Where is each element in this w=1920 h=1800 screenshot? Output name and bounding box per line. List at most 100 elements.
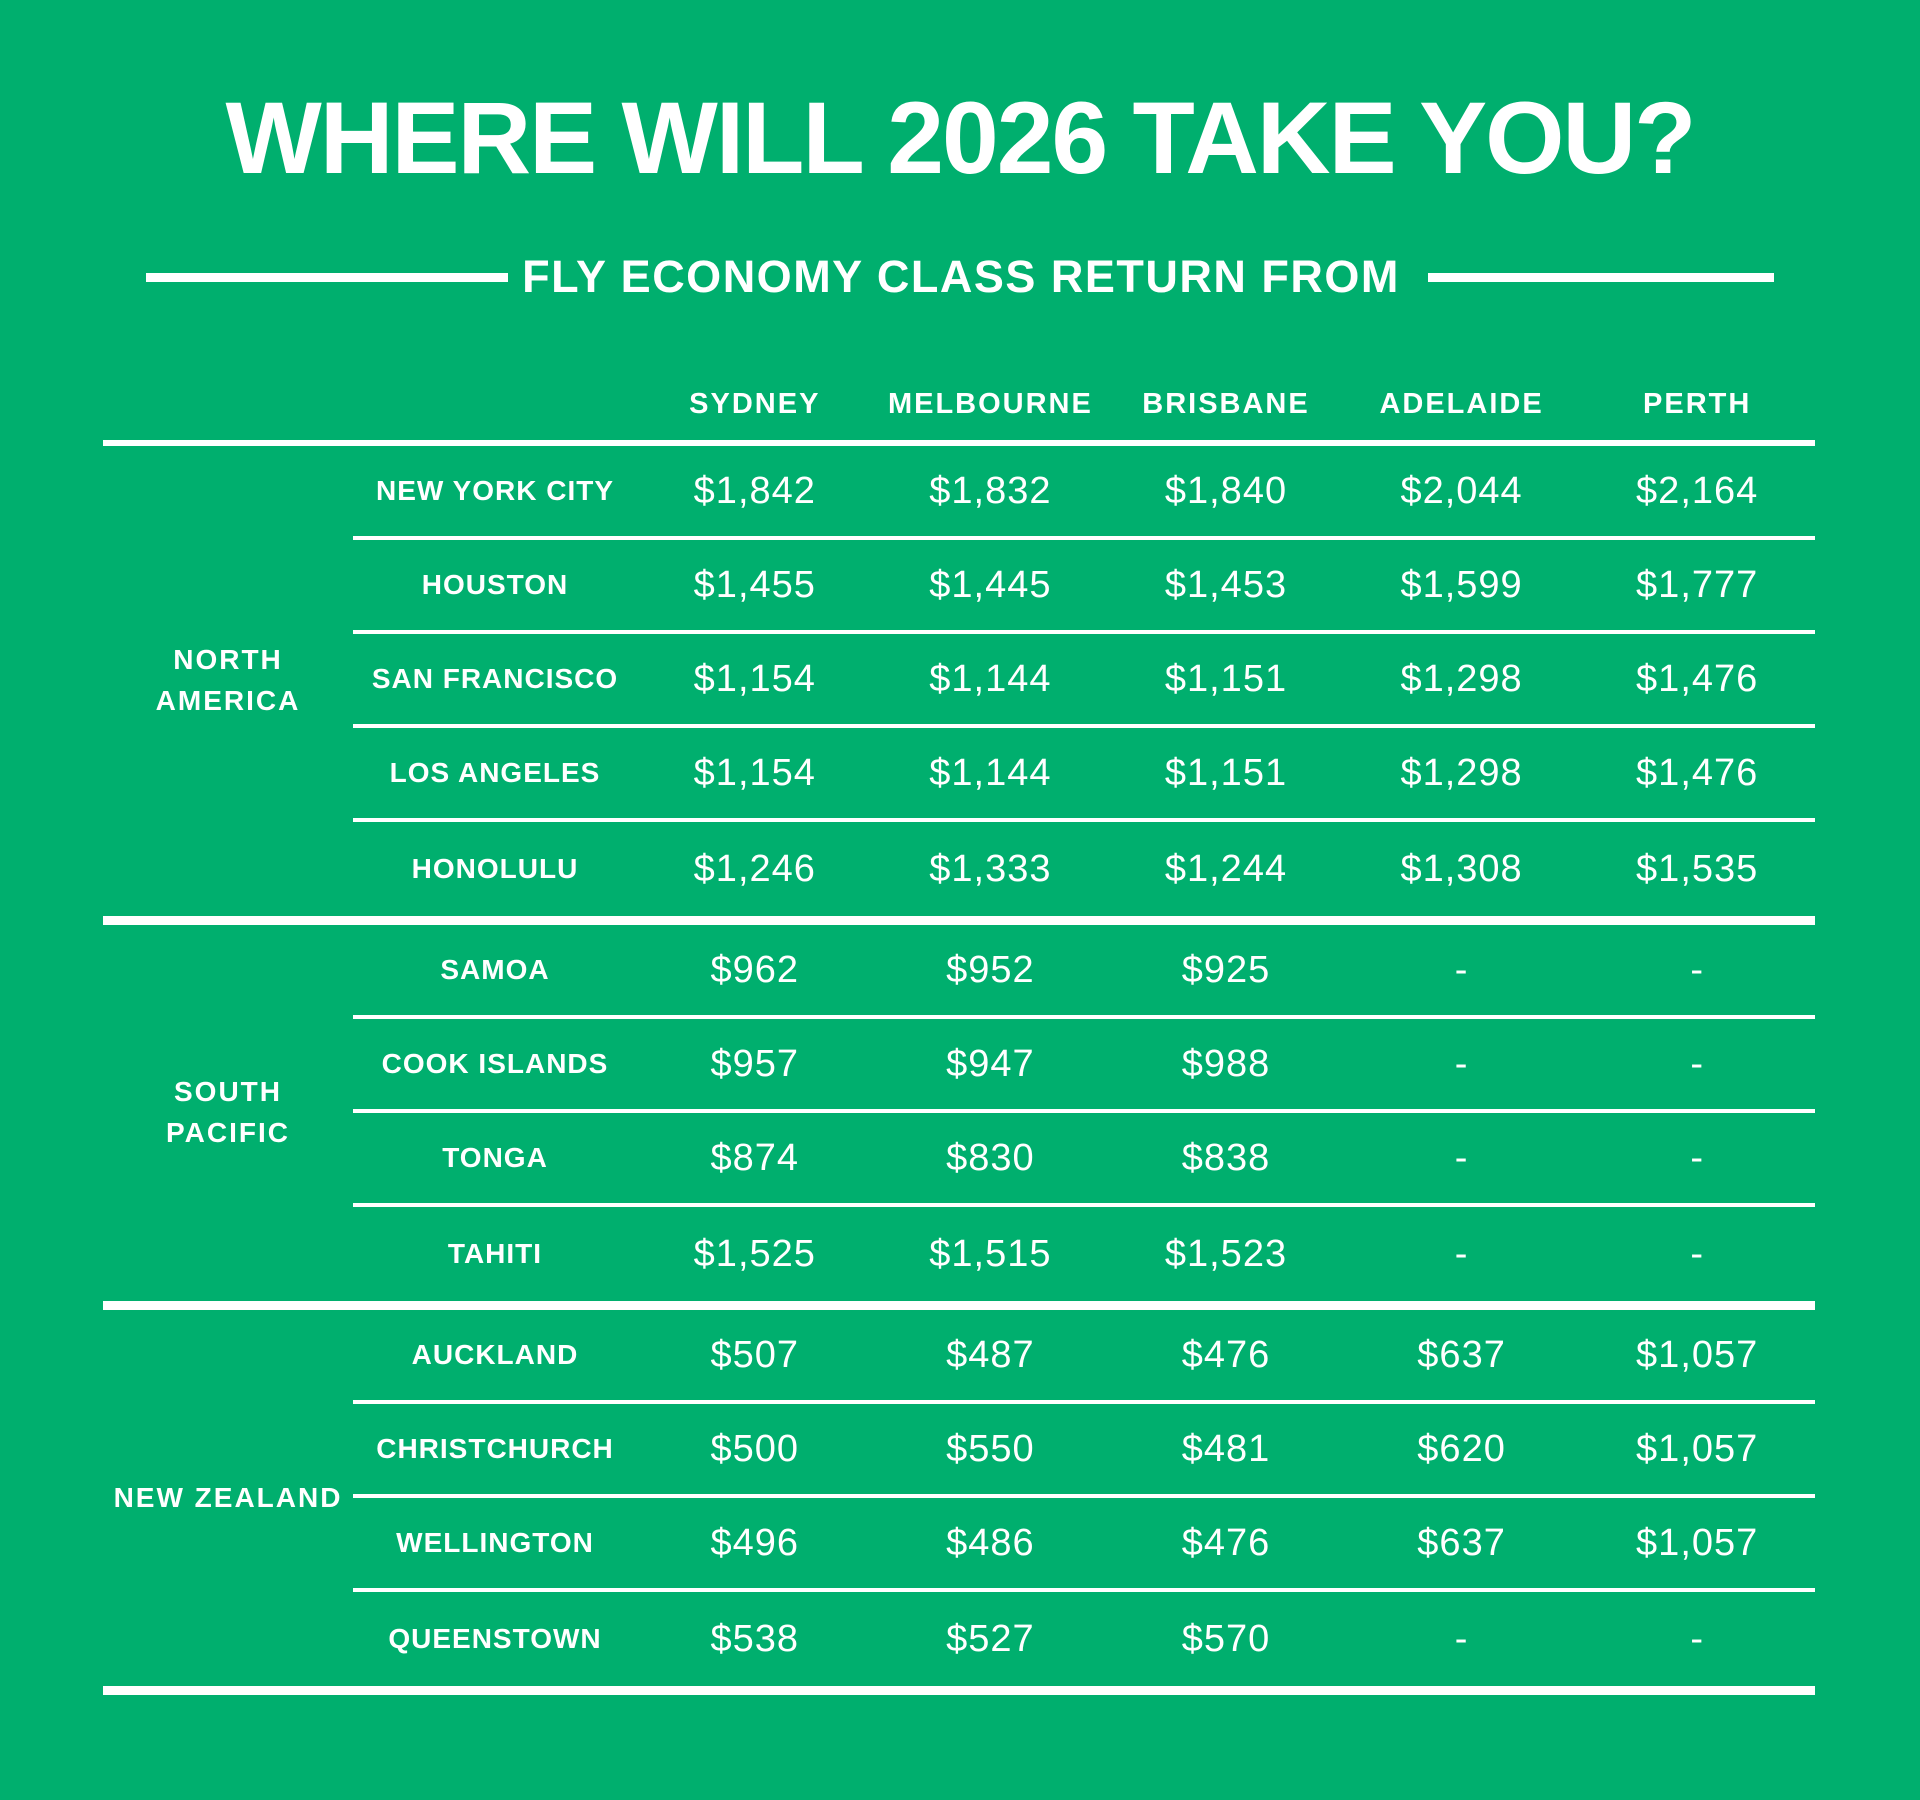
- region-label-line: PACIFIC: [166, 1117, 290, 1148]
- price-value: $1,144: [929, 751, 1052, 794]
- column-header-adelaide: ADELAIDE: [1379, 387, 1544, 420]
- price-value: $1,476: [1636, 657, 1759, 700]
- price-value: $1,151: [1164, 751, 1288, 794]
- origin-city-label: QUEENSTOWN: [388, 1623, 602, 1654]
- price-value: $481: [1181, 1427, 1271, 1470]
- region-group-south-pacific: SOUTH PACIFIC SAMOA $962 $952 $925 - - C…: [103, 925, 1815, 1301]
- price-value: $1,154: [693, 657, 816, 700]
- table-row: SAN FRANCISCO $1,154 $1,144 $1,151 $1,29…: [353, 634, 1815, 728]
- table-row: SAMOA $962 $952 $925 - -: [353, 925, 1815, 1019]
- price-value: $957: [710, 1042, 800, 1085]
- price-value: -: [1454, 1136, 1469, 1179]
- origin-city-label: HOUSTON: [421, 569, 569, 600]
- column-header-perth: PERTH: [1643, 387, 1752, 420]
- column-header-sydney: SYDNEY: [689, 387, 821, 420]
- price-value: $637: [1417, 1333, 1506, 1376]
- price-value: $1,144: [929, 657, 1052, 700]
- region-label-north-america: NORTH AMERICA: [103, 446, 353, 916]
- price-value: $1,842: [693, 469, 816, 512]
- price-value: $1,523: [1164, 1232, 1288, 1275]
- region-label-new-zealand: NEW ZEALAND: [103, 1310, 353, 1686]
- region-rows: AUCKLAND $507 $487 $476 $637 $1,057 CHRI…: [353, 1310, 1815, 1686]
- price-value: $1,057: [1636, 1427, 1759, 1470]
- price-value: $1,057: [1636, 1521, 1759, 1564]
- price-value: $947: [946, 1042, 1035, 1085]
- fare-table: SYDNEY MELBOURNE BRISBANE ADELAIDE PERTH…: [103, 368, 1815, 1695]
- origin-city-label: TAHITI: [447, 1238, 543, 1269]
- price-value: $500: [710, 1427, 800, 1470]
- price-value: $1,832: [929, 469, 1052, 512]
- price-value: $1,298: [1400, 751, 1523, 794]
- region-label-line: AMERICA: [155, 685, 301, 716]
- price-value: -: [1690, 1042, 1704, 1085]
- price-value: $486: [946, 1521, 1035, 1564]
- price-value: $527: [946, 1617, 1035, 1660]
- region-label-line: SOUTH: [174, 1076, 282, 1108]
- price-value: $1,057: [1636, 1333, 1759, 1376]
- price-value: $925: [1181, 948, 1271, 991]
- price-value: $1,244: [1164, 847, 1288, 890]
- region-label-line: NORTH: [173, 644, 283, 676]
- price-value: $1,455: [693, 563, 816, 606]
- region-group-north-america: NORTH AMERICA NEW YORK CITY $1,842 $1,83…: [103, 446, 1815, 916]
- origin-city-label: WELLINGTON: [396, 1527, 594, 1558]
- subtitle-divider-left: [146, 272, 509, 282]
- group-divider-line: [103, 1301, 1815, 1310]
- origin-city-label: COOK ISLANDS: [381, 1048, 609, 1079]
- table-header-row: SYDNEY MELBOURNE BRISBANE ADELAIDE PERTH: [103, 368, 1815, 440]
- table-row: CHRISTCHURCH $500 $550 $481 $620 $1,057: [353, 1404, 1815, 1498]
- price-value: $1,476: [1636, 751, 1759, 794]
- price-value: $962: [710, 948, 800, 991]
- table-row: TAHITI $1,525 $1,515 $1,523 - -: [353, 1207, 1815, 1301]
- column-header-brisbane: BRISBANE: [1142, 387, 1310, 420]
- price-value: $830: [946, 1136, 1035, 1179]
- price-value: $2,044: [1400, 469, 1523, 512]
- table-row: LOS ANGELES $1,154 $1,144 $1,151 $1,298 …: [353, 728, 1815, 822]
- origin-city-label: TONGA: [442, 1142, 548, 1173]
- region-label-south-pacific: SOUTH PACIFIC: [103, 925, 353, 1301]
- page-title: WHERE WILL 2026 TAKE YOU?: [225, 81, 1697, 195]
- price-value: $487: [946, 1333, 1035, 1376]
- origin-city-label: SAN FRANCISCO: [371, 663, 619, 694]
- price-value: $1,535: [1636, 847, 1759, 890]
- price-value: -: [1454, 1042, 1469, 1085]
- group-divider-line: [103, 916, 1815, 925]
- table-row: WELLINGTON $496 $486 $476 $637 $1,057: [353, 1498, 1815, 1592]
- price-value: $874: [710, 1136, 800, 1179]
- price-value: $1,777: [1636, 563, 1759, 606]
- price-value: $1,333: [929, 847, 1052, 890]
- price-value: $1,445: [929, 563, 1052, 606]
- price-value: $1,599: [1400, 563, 1523, 606]
- price-value: $550: [946, 1427, 1035, 1470]
- region-rows: NEW YORK CITY $1,842 $1,832 $1,840 $2,04…: [353, 446, 1815, 916]
- subtitle-text: FLY ECONOMY CLASS RETURN FROM: [522, 251, 1400, 302]
- origin-city-label: SAMOA: [440, 954, 550, 985]
- header-divider-line: [103, 440, 1815, 446]
- price-value: -: [1454, 1232, 1469, 1275]
- origin-city-label: NEW YORK CITY: [375, 475, 615, 506]
- region-label-line: NEW ZEALAND: [113, 1481, 343, 1513]
- price-value: -: [1690, 1136, 1704, 1179]
- price-value: $570: [1181, 1617, 1271, 1660]
- price-value: $620: [1417, 1427, 1506, 1470]
- table-row: QUEENSTOWN $538 $527 $570 - -: [353, 1592, 1815, 1686]
- region-rows: SAMOA $962 $952 $925 - - COOK ISLANDS $9…: [353, 925, 1815, 1301]
- column-header-melbourne: MELBOURNE: [887, 387, 1093, 420]
- subtitle-divider-right: [1427, 272, 1774, 282]
- price-value: $637: [1417, 1521, 1506, 1564]
- table-row: AUCKLAND $507 $487 $476 $637 $1,057: [353, 1310, 1815, 1404]
- price-value: $1,151: [1164, 657, 1288, 700]
- price-value: $507: [710, 1333, 800, 1376]
- price-value: -: [1690, 948, 1704, 991]
- price-value: -: [1690, 1617, 1704, 1660]
- subtitle-row: FLY ECONOMY CLASS RETURN FROM: [0, 249, 1920, 305]
- price-value: $476: [1181, 1521, 1271, 1564]
- price-value: $496: [710, 1521, 800, 1564]
- price-value: $2,164: [1636, 469, 1759, 512]
- origin-city-label: HONOLULU: [411, 853, 579, 884]
- table-row: HOUSTON $1,455 $1,445 $1,453 $1,599 $1,7…: [353, 540, 1815, 634]
- table-row: NEW YORK CITY $1,842 $1,832 $1,840 $2,04…: [353, 446, 1815, 540]
- price-value: $1,246: [693, 847, 816, 890]
- price-value: $476: [1181, 1333, 1271, 1376]
